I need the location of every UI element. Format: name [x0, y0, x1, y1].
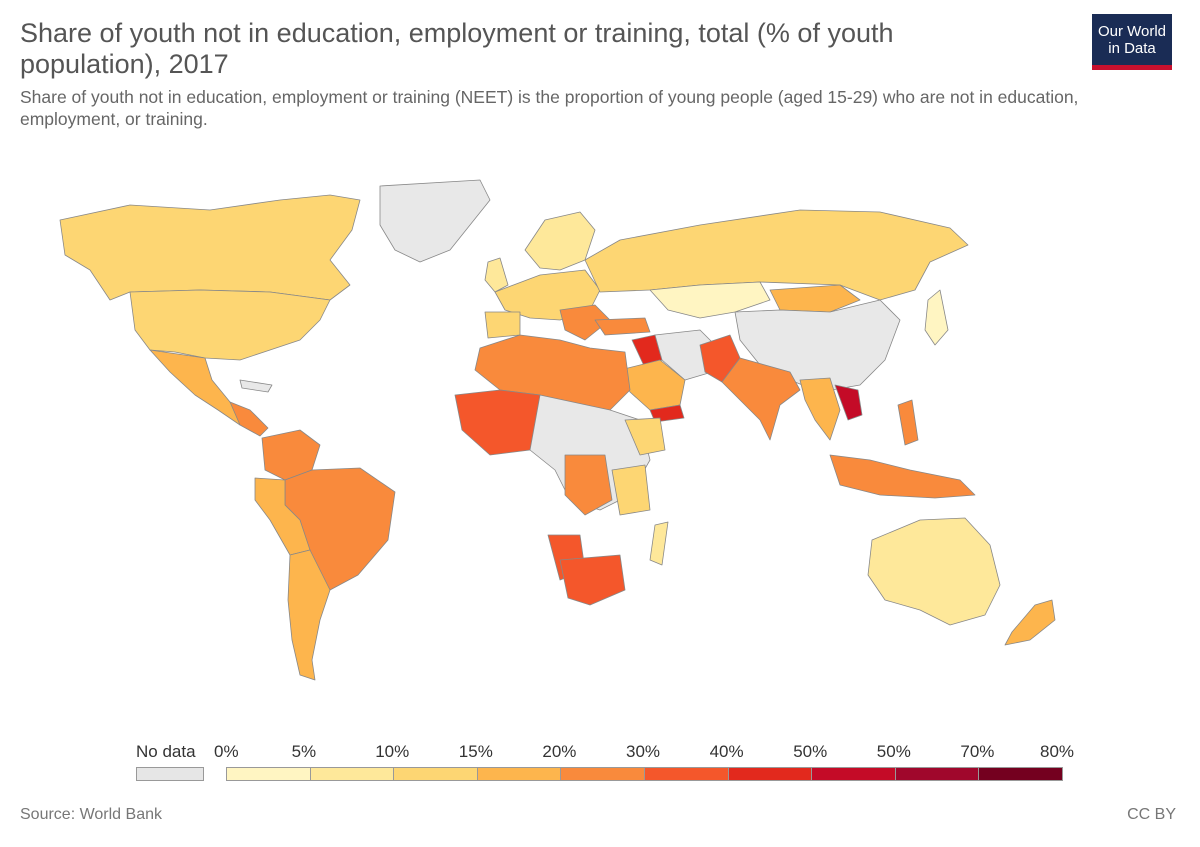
mongolia[interactable]: [769, 284, 861, 313]
south-africa[interactable]: [559, 554, 626, 606]
mexico[interactable]: [149, 349, 249, 426]
laos-cambodia[interactable]: [834, 384, 863, 421]
owid-logo[interactable]: Our World in Data: [1092, 14, 1172, 70]
legend-swatch[interactable]: [560, 767, 645, 781]
legend-swatch[interactable]: [226, 767, 311, 781]
logo-line-2: in Data: [1108, 40, 1156, 57]
source-note[interactable]: Source: World Bank: [20, 806, 162, 823]
legend-tick-label: 40%: [709, 742, 744, 761]
drc[interactable]: [564, 454, 613, 516]
indonesia[interactable]: [829, 454, 976, 499]
canada-alaska[interactable]: [59, 194, 361, 301]
legend-swatch[interactable]: [393, 767, 478, 781]
legend-no-data-label: No data: [136, 742, 196, 761]
myanmar-thailand[interactable]: [799, 377, 841, 441]
scandinavia[interactable]: [524, 211, 596, 271]
legend-swatch[interactable]: [476, 767, 562, 781]
legend-tick-label: 10%: [375, 742, 410, 761]
cuba[interactable]: [239, 379, 273, 393]
legend-no-data-swatch[interactable]: [136, 767, 204, 781]
legend-tick-label: 20%: [542, 742, 577, 761]
legend-tick-label: 70%: [960, 742, 995, 761]
greenland[interactable]: [379, 179, 491, 263]
legend-swatch[interactable]: [644, 767, 729, 781]
philippines[interactable]: [897, 399, 919, 446]
legend-tick-label: 50%: [793, 742, 828, 761]
legend-tick-label: 30%: [626, 742, 661, 761]
north-africa[interactable]: [474, 334, 631, 411]
central-america[interactable]: [229, 401, 269, 437]
legend-tick-label: 80%: [1040, 742, 1075, 761]
madagascar[interactable]: [649, 521, 669, 566]
argentina-chile[interactable]: [287, 549, 331, 681]
legend-swatch[interactable]: [811, 767, 896, 781]
turkey[interactable]: [594, 317, 651, 336]
legend-swatch[interactable]: [978, 767, 1063, 781]
legend-tick-label: 5%: [291, 742, 317, 761]
balkans[interactable]: [559, 304, 611, 341]
license-link[interactable]: CC BY: [1127, 806, 1176, 823]
usa[interactable]: [129, 289, 331, 361]
japan[interactable]: [924, 289, 949, 346]
logo-line-1: Our World: [1097, 23, 1167, 40]
chart-subtitle: Share of youth not in education, employm…: [20, 87, 1079, 129]
russia[interactable]: [584, 209, 969, 301]
legend-tick-label: 0%: [214, 742, 239, 761]
chart-title: Share of youth not in education, employm…: [20, 18, 894, 79]
new-zealand[interactable]: [1004, 599, 1056, 646]
legend-tick-label: 15%: [458, 742, 493, 761]
legend-swatch[interactable]: [894, 767, 980, 781]
ethiopia[interactable]: [624, 417, 666, 456]
kazakhstan[interactable]: [649, 281, 771, 319]
uk-ireland[interactable]: [484, 257, 509, 293]
legend-swatch[interactable]: [727, 767, 813, 781]
east-africa[interactable]: [611, 464, 651, 516]
legend-tick-label: 50%: [876, 742, 911, 761]
world-map: [59, 179, 1056, 681]
legend-swatch[interactable]: [309, 767, 395, 781]
iberia[interactable]: [484, 311, 521, 339]
australia[interactable]: [867, 517, 1001, 626]
india[interactable]: [721, 357, 801, 441]
